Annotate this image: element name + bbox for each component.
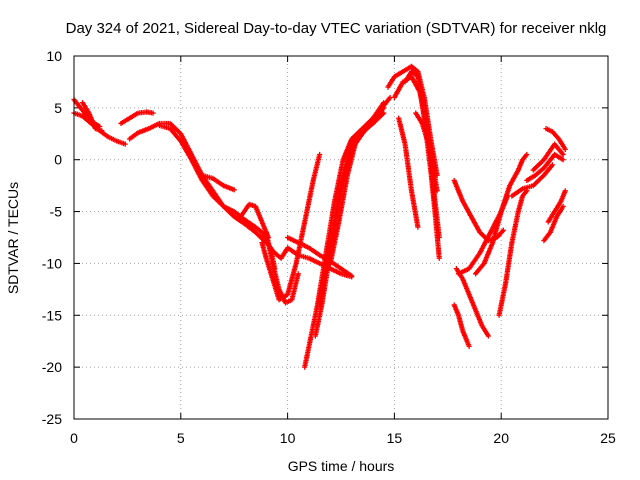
x-axis-label: GPS time / hours (288, 458, 395, 474)
series-arc-09 (259, 151, 323, 303)
series-arc-28 (524, 151, 566, 184)
data-point-markers (259, 151, 323, 303)
data-point-markers (453, 266, 491, 339)
x-tick-label: 15 (387, 430, 403, 446)
y-tick-label: -10 (42, 255, 62, 271)
series-arc-10 (263, 229, 301, 306)
y-tick-label: -5 (50, 204, 63, 220)
series-arc-04 (118, 109, 156, 127)
data-point-markers (413, 110, 442, 241)
data-point-markers (545, 188, 568, 225)
series-arc-29 (530, 141, 566, 173)
x-tick-label: 0 (70, 430, 78, 446)
data-point-markers (118, 109, 156, 127)
series-arc-30 (543, 126, 568, 152)
data-point-markers (327, 94, 393, 267)
data-point-markers (472, 151, 530, 277)
x-tick-labels: 0 5 10 15 20 25 (70, 430, 616, 446)
y-tick-label: 0 (54, 152, 62, 168)
series-arc-15 (327, 94, 393, 267)
x-tick-label: 20 (493, 430, 509, 446)
data-point-markers (496, 188, 530, 318)
data-point-markers (79, 100, 105, 134)
y-tick-labels: 10 5 0 -5 -10 -15 -20 -25 (42, 48, 62, 427)
series-arc-19 (396, 115, 421, 230)
data-point-markers (543, 126, 568, 152)
series-arc-31 (541, 203, 566, 244)
y-tick-label: -25 (42, 411, 62, 427)
data-point-markers (541, 203, 566, 244)
data-point-markers (524, 151, 566, 184)
data-point-markers (263, 229, 301, 306)
series-arc-23 (453, 266, 491, 339)
x-tick-label: 25 (600, 430, 616, 446)
series-arc-07 (199, 172, 237, 193)
axis-ticks (73, 55, 609, 420)
data-point-markers (509, 162, 556, 199)
series-arc-26 (496, 188, 530, 318)
y-tick-label: 5 (54, 100, 62, 116)
grid-lines (74, 56, 608, 419)
series-arc-03 (79, 100, 105, 134)
data-point-markers (199, 172, 237, 193)
data-point-markers (451, 302, 472, 349)
data-points (71, 63, 568, 370)
series-arc-21 (451, 302, 472, 349)
data-point-markers (530, 141, 566, 173)
x-tick-label: 10 (280, 430, 296, 446)
chart-title: Day 324 of 2021, Sidereal Day-to-day VTE… (66, 20, 607, 37)
series-arc-27 (509, 162, 556, 199)
y-axis-label: SDTVAR / TECUs (5, 182, 21, 294)
y-tick-label: -20 (42, 359, 62, 375)
series-arc-25 (472, 151, 530, 277)
y-tick-label: 10 (46, 48, 62, 64)
series-arc-20 (413, 110, 442, 241)
x-tick-label: 5 (177, 430, 185, 446)
plot-frame (73, 55, 609, 420)
data-point-markers (396, 115, 421, 230)
series-arc-32 (545, 188, 568, 225)
y-tick-label: -15 (42, 307, 62, 323)
